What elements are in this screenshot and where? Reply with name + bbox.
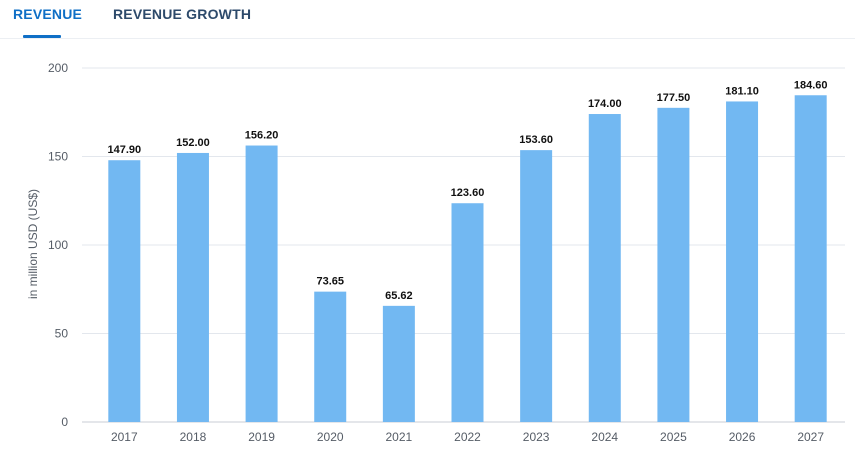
bar-value-label: 156.20 xyxy=(245,130,279,142)
bar xyxy=(520,150,553,422)
bar-value-label: 153.60 xyxy=(519,134,553,146)
bar-value-label: 152.00 xyxy=(176,137,210,149)
y-tick-label: 200 xyxy=(48,61,68,75)
y-tick-label: 50 xyxy=(55,327,69,341)
x-tick-label: 2026 xyxy=(729,430,756,444)
bar xyxy=(314,291,347,422)
x-tick-label: 2022 xyxy=(454,430,481,444)
x-tick-label: 2021 xyxy=(386,430,413,444)
revenue-chart: in million USD (US$) 0 50 100 150 200 147.90… xyxy=(0,40,855,457)
bar-value-label: 147.90 xyxy=(107,144,141,156)
x-axis: 2017 2018 2019 2020 2021 2022 2023 2024 2025 2026… xyxy=(111,430,824,444)
x-tick-label: 2023 xyxy=(523,430,550,444)
bar-value-label: 174.00 xyxy=(588,98,622,110)
bar-value-label: 177.50 xyxy=(657,92,691,104)
bar-value-label: 73.65 xyxy=(316,276,344,288)
y-tick-label: 100 xyxy=(48,238,68,252)
bar xyxy=(176,152,209,422)
x-tick-label: 2027 xyxy=(797,430,824,444)
x-tick-label: 2019 xyxy=(248,430,275,444)
bar-value-label: 184.60 xyxy=(794,79,828,91)
bars xyxy=(108,95,827,423)
y-axis: in million USD (US$) 0 50 100 150 200 xyxy=(26,61,68,429)
bar xyxy=(657,107,690,422)
bar xyxy=(382,305,415,422)
y-axis-label: in million USD (US$) xyxy=(26,189,40,299)
x-tick-label: 2017 xyxy=(111,430,138,444)
bar-chart-svg: in million USD (US$) 0 50 100 150 200 147.90… xyxy=(26,61,845,444)
tab-revenue[interactable]: REVENUE xyxy=(13,6,83,22)
y-tick-label: 150 xyxy=(48,150,68,164)
x-tick-label: 2024 xyxy=(591,430,618,444)
bar xyxy=(108,160,141,422)
bar-value-label: 181.10 xyxy=(725,85,759,97)
bar-value-label: 123.60 xyxy=(451,187,485,199)
active-tab-indicator xyxy=(23,35,61,38)
x-tick-label: 2025 xyxy=(660,430,687,444)
value-labels: 147.90 152.00 156.20 73.65 65.62 123.60 153.60… xyxy=(107,79,827,302)
bar xyxy=(245,145,278,422)
y-tick-label: 0 xyxy=(61,415,68,429)
tab-revenue-growth[interactable]: REVENUE GROWTH xyxy=(113,6,252,22)
bar xyxy=(726,101,759,422)
bar xyxy=(588,114,621,423)
bar xyxy=(451,203,484,422)
x-tick-label: 2020 xyxy=(317,430,344,444)
x-tick-label: 2018 xyxy=(180,430,207,444)
bar-value-label: 65.62 xyxy=(385,290,413,302)
tab-bar: REVENUE REVENUE GROWTH xyxy=(0,0,855,39)
bar xyxy=(794,95,827,422)
